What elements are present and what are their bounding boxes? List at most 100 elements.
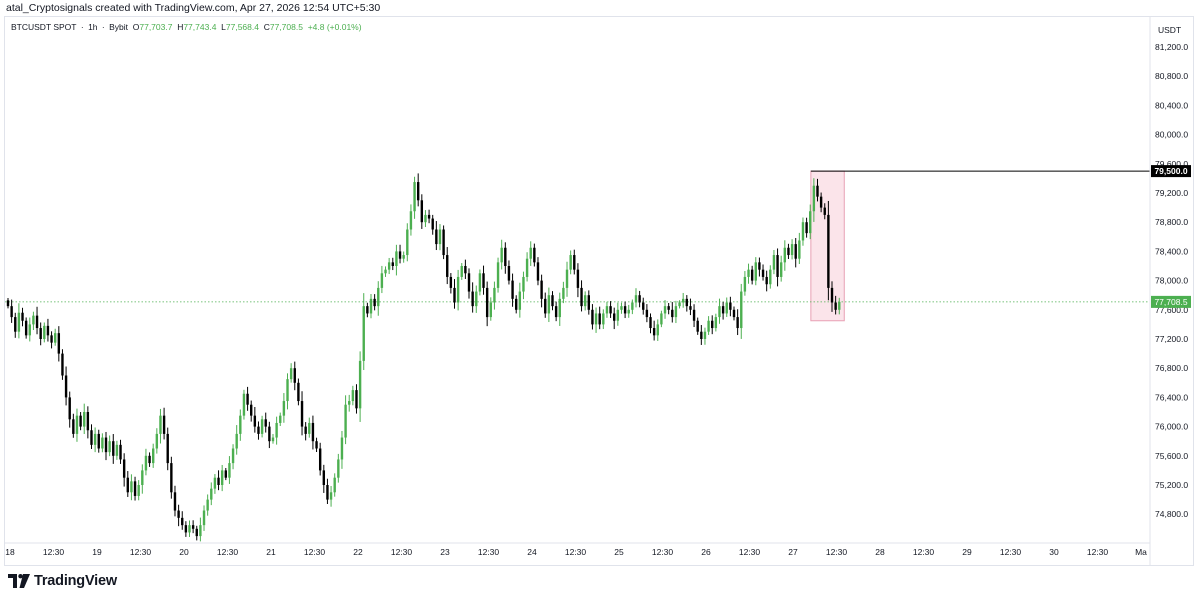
candle[interactable] — [812, 178, 816, 222]
candle[interactable] — [515, 295, 518, 314]
candle[interactable] — [638, 290, 641, 308]
candle[interactable] — [467, 268, 471, 299]
candle[interactable] — [387, 257, 391, 275]
candle[interactable] — [286, 373, 289, 410]
candle[interactable] — [297, 378, 300, 406]
candle[interactable] — [442, 225, 445, 260]
candle[interactable] — [228, 456, 231, 484]
candle[interactable] — [366, 302, 369, 318]
candle[interactable] — [602, 309, 605, 330]
candle[interactable] — [130, 474, 133, 501]
candle[interactable] — [133, 476, 137, 501]
candle[interactable] — [551, 291, 554, 311]
candle[interactable] — [57, 326, 61, 362]
candle[interactable] — [170, 456, 173, 499]
candle[interactable] — [242, 389, 246, 420]
candle[interactable] — [86, 406, 90, 439]
candle[interactable] — [122, 453, 126, 487]
candle[interactable] — [729, 296, 732, 317]
candle[interactable] — [148, 452, 151, 467]
candle[interactable] — [97, 429, 100, 453]
candle[interactable] — [362, 293, 365, 371]
candle[interactable] — [518, 282, 522, 318]
candle[interactable] — [598, 306, 601, 330]
candle[interactable] — [464, 259, 467, 279]
candle[interactable] — [279, 412, 282, 427]
candle[interactable] — [718, 298, 721, 324]
candle[interactable] — [231, 444, 235, 470]
candle[interactable] — [14, 312, 17, 338]
candle[interactable] — [761, 264, 765, 281]
candle[interactable] — [652, 320, 656, 341]
price-axis[interactable]: USDT 81,200.0 80,800.0 80,400.0 80,000.0 79,… — [1149, 17, 1188, 565]
candle[interactable] — [772, 249, 776, 275]
candle[interactable] — [438, 224, 442, 251]
candle[interactable] — [769, 265, 772, 289]
candle[interactable] — [536, 257, 540, 286]
candle[interactable] — [304, 422, 307, 441]
candle[interactable] — [24, 317, 28, 339]
candle[interactable] — [671, 302, 674, 323]
candle[interactable] — [162, 407, 166, 440]
candle[interactable] — [271, 434, 275, 444]
candle[interactable] — [220, 464, 224, 492]
candle[interactable] — [816, 178, 819, 202]
candle[interactable] — [482, 265, 485, 295]
candle[interactable] — [377, 281, 380, 316]
candle[interactable] — [268, 421, 271, 449]
candle[interactable] — [725, 297, 728, 317]
candle[interactable] — [736, 309, 739, 336]
candle[interactable] — [159, 408, 162, 444]
candle[interactable] — [656, 319, 659, 341]
candle[interactable] — [166, 427, 169, 471]
candle[interactable] — [210, 482, 213, 506]
candle[interactable] — [406, 223, 409, 262]
candle[interactable] — [834, 295, 837, 315]
candle[interactable] — [289, 363, 293, 383]
candle[interactable] — [253, 406, 257, 433]
candle[interactable] — [634, 288, 638, 308]
candle[interactable] — [554, 301, 558, 322]
legend-symbol[interactable]: BTCUSDT SPOT — [11, 22, 77, 32]
candle[interactable] — [591, 304, 594, 330]
candle[interactable] — [202, 505, 206, 531]
candle[interactable] — [674, 300, 678, 324]
candle[interactable] — [798, 232, 801, 264]
candle[interactable] — [246, 386, 249, 411]
candle[interactable] — [50, 331, 53, 349]
candle[interactable] — [645, 304, 649, 323]
candle[interactable] — [326, 478, 329, 504]
candle[interactable] — [53, 328, 57, 346]
candle[interactable] — [28, 317, 31, 342]
candle[interactable] — [787, 243, 790, 259]
candle[interactable] — [801, 217, 805, 246]
candle[interactable] — [293, 361, 296, 391]
candle[interactable] — [558, 292, 561, 326]
candle[interactable] — [75, 408, 79, 442]
candle[interactable] — [478, 269, 482, 296]
candle[interactable] — [747, 263, 750, 284]
candle[interactable] — [413, 176, 416, 219]
candle[interactable] — [525, 252, 529, 282]
candle[interactable] — [453, 279, 456, 309]
candle[interactable] — [627, 304, 630, 318]
candle[interactable] — [90, 424, 93, 449]
candle[interactable] — [743, 271, 747, 296]
candle[interactable] — [10, 299, 13, 323]
candle[interactable] — [692, 304, 696, 328]
candle[interactable] — [507, 260, 511, 285]
candle[interactable] — [500, 239, 503, 270]
candle[interactable] — [35, 306, 39, 335]
candle[interactable] — [235, 425, 238, 455]
candle[interactable] — [369, 294, 373, 319]
candle[interactable] — [681, 292, 685, 308]
candle[interactable] — [540, 274, 543, 308]
candle[interactable] — [790, 239, 794, 260]
candle[interactable] — [300, 391, 304, 436]
candle[interactable] — [39, 322, 42, 346]
candle[interactable] — [144, 448, 148, 476]
candle[interactable] — [373, 294, 376, 311]
candle[interactable] — [398, 244, 402, 264]
candle[interactable] — [329, 485, 333, 507]
